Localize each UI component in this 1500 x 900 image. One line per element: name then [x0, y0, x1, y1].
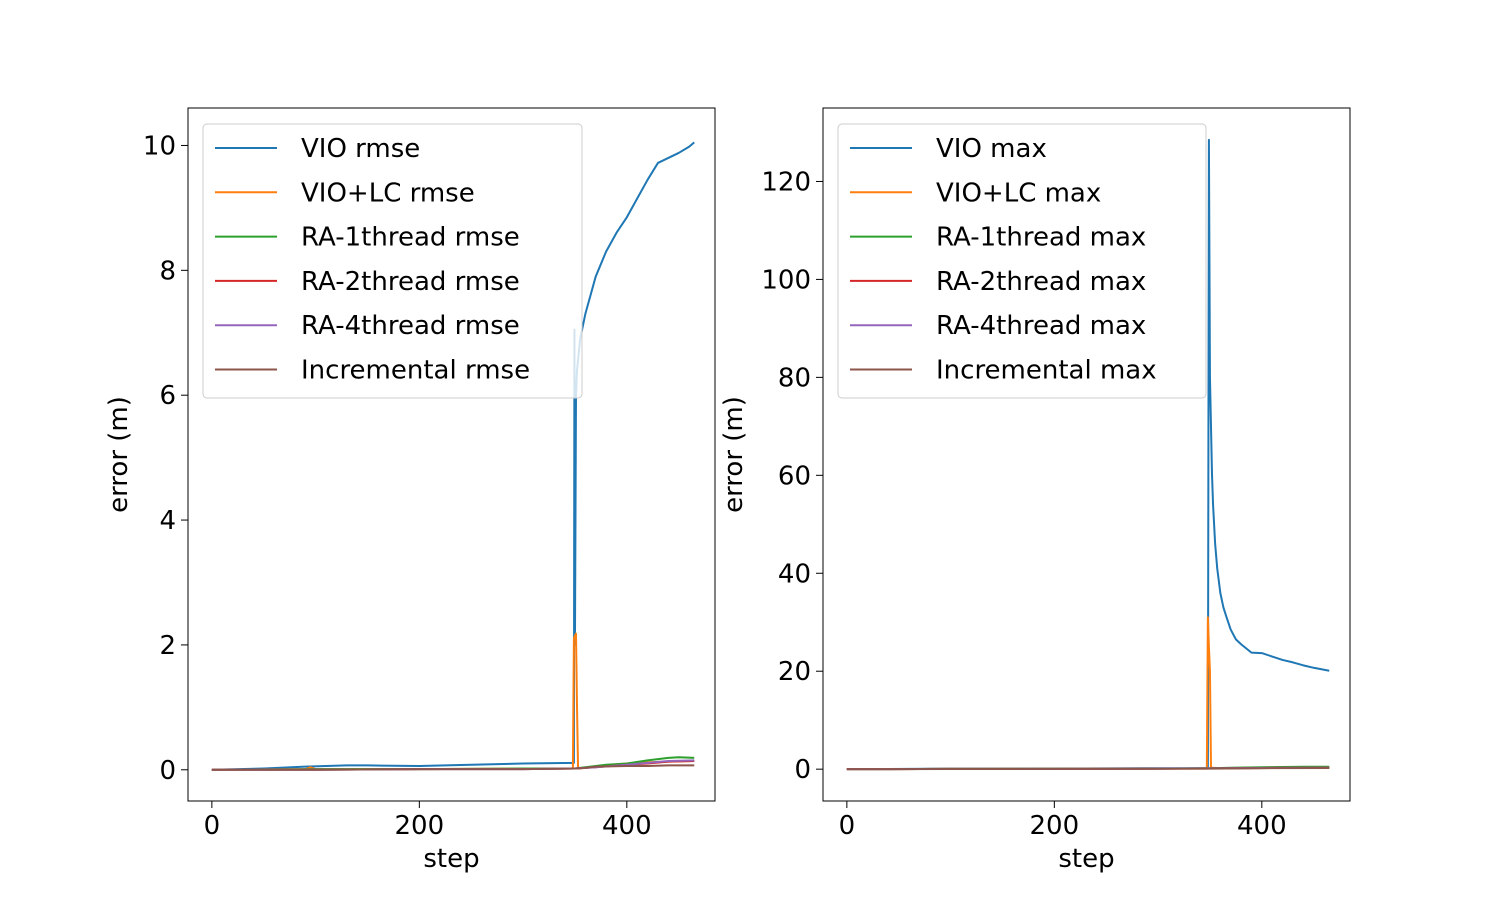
y-tick-label: 0 — [794, 755, 811, 785]
legend-box — [202, 123, 583, 399]
legend: VIO rmse VIO+LC rmse RA-1thread rmse RA-2th… — [202, 123, 583, 399]
y-tick-label: 60 — [778, 461, 811, 491]
y-tick-label: 20 — [778, 657, 811, 687]
legend-label: RA-4thread max — [936, 311, 1146, 341]
y-tick-label: 100 — [761, 265, 811, 295]
y-tick-label: 0 — [159, 756, 176, 786]
chart-panel-2: 0 200 400 0 20 40 60 80 100 120 step error (m) VIO m… — [719, 107, 1351, 874]
y-tick-label: 8 — [159, 256, 176, 286]
y-tick-label: 6 — [159, 381, 176, 411]
series-line-2 — [846, 616, 1330, 771]
legend: VIO max VIO+LC max RA-1thread max RA-2threa… — [837, 123, 1207, 399]
series-line-6 — [211, 764, 695, 771]
legend-label: VIO+LC max — [936, 178, 1101, 208]
legend-label: VIO+LC rmse — [301, 178, 475, 208]
y-axis-label: error (m) — [719, 396, 749, 513]
legend-box — [837, 123, 1207, 399]
x-tick-label: 200 — [395, 811, 445, 841]
y-tick-label: 10 — [143, 131, 176, 161]
legend-label: VIO max — [936, 134, 1047, 164]
series-line-2 — [211, 632, 695, 771]
legend-label: VIO rmse — [301, 134, 420, 164]
legend-label: RA-1thread rmse — [301, 223, 520, 253]
x-tick-label: 400 — [602, 811, 652, 841]
x-axis-label: step — [423, 844, 479, 874]
x-tick-label: 0 — [204, 811, 221, 841]
x-axis-label: step — [1058, 844, 1114, 874]
x-tick-label: 0 — [839, 811, 856, 841]
y-tick-label: 2 — [159, 631, 176, 661]
y-tick-label: 80 — [778, 363, 811, 393]
legend-label: RA-1thread max — [936, 223, 1146, 253]
y-tick-label: 40 — [778, 559, 811, 589]
y-tick-label: 120 — [761, 167, 811, 197]
legend-label: Incremental max — [936, 356, 1157, 386]
y-tick-label: 4 — [159, 506, 176, 536]
chart-panel-1: 0 200 400 0 2 4 6 8 10 step error (m) VIO rmse VIO+L… — [104, 107, 716, 874]
plot-frame — [822, 107, 1351, 802]
legend-label: Incremental rmse — [301, 356, 530, 386]
legend-label: RA-2thread rmse — [301, 267, 520, 297]
x-tick-label: 400 — [1237, 811, 1287, 841]
x-tick-label: 200 — [1030, 811, 1080, 841]
legend-label: RA-4thread rmse — [301, 311, 520, 341]
series-line-6 — [846, 766, 1330, 771]
series-group — [846, 138, 1330, 771]
legend-label: RA-2thread max — [936, 267, 1146, 297]
y-axis-label: error (m) — [104, 396, 134, 513]
plot-frame — [187, 107, 716, 802]
